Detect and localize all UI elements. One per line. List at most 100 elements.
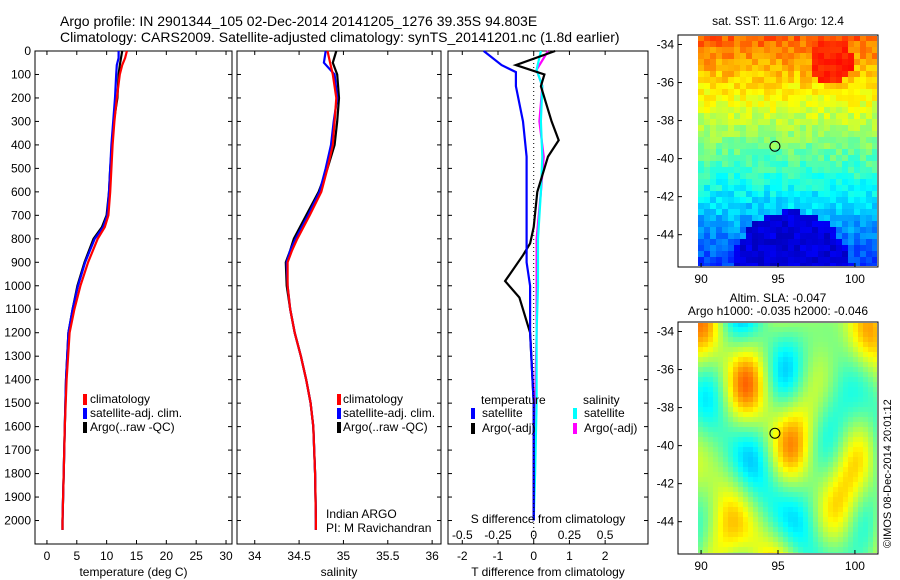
sla_map-xtick-label: 90 — [694, 559, 708, 573]
salinity-xtick-label: 0.5 — [597, 528, 614, 542]
depth-tick-label: 600 — [11, 185, 31, 199]
temperature-frame — [34, 50, 233, 545]
legend-label: climatology — [90, 392, 150, 406]
salinity-frame — [236, 50, 442, 545]
legend-label: satellite — [584, 406, 625, 420]
legend-swatch — [337, 408, 341, 419]
annotation-line: PI: M Ravichandran — [326, 521, 431, 535]
sla_map-xtick-label: 95 — [771, 559, 785, 573]
legend-label: satellite-adj. clim. — [343, 406, 435, 420]
legend-label: satellite — [482, 406, 523, 420]
depth-tick-label: 800 — [11, 232, 31, 246]
depth-tick-label: 0 — [24, 44, 31, 58]
legend-label: Argo(..raw -QC) — [90, 420, 175, 434]
sla_map-xtick-label: 100 — [845, 559, 865, 573]
salinity-xtick-label: 34.5 — [287, 549, 311, 563]
sla-title: Altim. SLA: -0.047 — [730, 291, 827, 305]
sla_map-ytick-label: -34 — [657, 325, 675, 339]
legend-swatch — [337, 394, 341, 405]
sla-subtitle: Argo h1000: -0.035 h2000: -0.046 — [688, 304, 868, 318]
salinity-xlabel: salinity — [321, 565, 358, 579]
depth-tick-label: 900 — [11, 255, 31, 269]
sst_map-ytick-label: -38 — [657, 114, 675, 128]
depth-tick-label: 1300 — [4, 349, 31, 363]
salinity-xtick-label: 0 — [530, 528, 537, 542]
salinity-xtick-label: 35 — [337, 549, 351, 563]
difference-xtick-label: 0 — [530, 549, 537, 563]
depth-tick-label: 2000 — [4, 514, 31, 528]
sla_map-ytick-label: -44 — [657, 515, 675, 529]
sst_map-ytick-label: -40 — [657, 152, 675, 166]
difference-panel: -2 -1 0 1 2 T difference from climatology -0.5… — [447, 49, 649, 579]
temperature-xtick-label: 25 — [190, 549, 204, 563]
legend-swatch — [471, 423, 475, 434]
difference-xtick-label: 2 — [602, 549, 609, 563]
temperature-xtick-label: 5 — [73, 549, 80, 563]
header-line-1: Argo profile: IN 2901344_105 02-Dec-2014… — [60, 13, 538, 29]
legend-label: Argo(..raw -QC) — [343, 420, 428, 434]
legend-label: Argo(-adj) — [584, 421, 637, 435]
depth-tick-label: 1700 — [4, 443, 31, 457]
sla_map-ytick-label: -42 — [657, 477, 675, 491]
legend-label: satellite-adj. clim. — [90, 406, 182, 420]
sla_map-ytick-label: -38 — [657, 401, 675, 415]
legend-title: salinity — [583, 393, 620, 407]
depth-tick-label: 200 — [11, 91, 31, 105]
depth-tick-label: 700 — [11, 208, 31, 222]
depth-tick-label: 1600 — [4, 420, 31, 434]
sst_map-ytick-label: -36 — [657, 76, 675, 90]
sst-title: sat. SST: 11.6 Argo: 12.4 — [712, 14, 844, 28]
annotation-line: Indian ARGO — [326, 507, 397, 521]
temperature-xlabel: temperature (deg C) — [79, 565, 187, 579]
difference-xtick-label: -1 — [493, 549, 504, 563]
temperature-panel: 0 5 10 15 20 25 300100200300400500600700800900… — [4, 44, 233, 579]
sla_map-ytick-label: -36 — [657, 363, 675, 377]
sla_map-panel: 90 95 100 -34 -36 -38 -40 -42 -44 — [657, 321, 879, 573]
depth-tick-label: 1200 — [4, 326, 31, 340]
difference-xlabel: T difference from climatology — [471, 565, 625, 579]
difference-xtick-label: 1 — [566, 549, 573, 563]
difference-xtick-label: -2 — [457, 549, 468, 563]
depth-tick-label: 1400 — [4, 373, 31, 387]
legend-swatch — [573, 408, 577, 419]
legend-swatch — [83, 394, 87, 405]
depth-tick-label: 400 — [11, 138, 31, 152]
salinity-xtick-label: 0.25 — [558, 528, 582, 542]
temperature-xtick-label: 20 — [160, 549, 174, 563]
legend-swatch — [83, 408, 87, 419]
salinity-series-line — [286, 50, 338, 530]
sst_map-xtick-label: 100 — [845, 272, 865, 286]
legend-swatch — [471, 408, 475, 419]
sst_map-ytick-label: -42 — [657, 190, 675, 204]
salinity-xtick-label: 36 — [425, 549, 439, 563]
sst_map-panel: 90 95 100 -34 -36 -38 -40 -42 -44 — [657, 34, 879, 286]
temperature-xtick-label: 0 — [44, 549, 51, 563]
depth-tick-label: 1000 — [4, 279, 31, 293]
legend-swatch — [573, 423, 577, 434]
legend-title: temperature — [481, 393, 546, 407]
depth-tick-label: 1800 — [4, 467, 31, 481]
argo-float-marker — [769, 140, 781, 152]
depth-tick-label: 100 — [11, 67, 31, 81]
imos-credit: ©IMOS 08-Dec-2014 20:01:12 — [882, 399, 894, 548]
difference-frame — [447, 50, 649, 545]
sst_map-ytick-label: -44 — [657, 228, 675, 242]
difference-series-line — [483, 50, 535, 521]
sst_map-ytick-label: -34 — [657, 38, 675, 52]
legend-swatch — [337, 422, 341, 433]
legend-label: climatology — [343, 392, 403, 406]
salinity-xtick-label: 35.5 — [376, 549, 400, 563]
salinity-xtick-label: 34 — [248, 549, 262, 563]
salinity-panel: 34 34.5 35 35.5 36 salinity climatologysatelli… — [236, 50, 442, 579]
temperature-xtick-label: 30 — [219, 549, 233, 563]
temperature-xtick-label: 10 — [100, 549, 114, 563]
header-line-2: Climatology: CARS2009. Satellite-adjuste… — [60, 29, 620, 45]
salinity-xtick-label: -0.5 — [452, 528, 473, 542]
depth-tick-label: 1100 — [5, 302, 31, 316]
legend-label: Argo(-adj) — [482, 421, 535, 435]
legend-swatch — [83, 422, 87, 433]
salinity-xtick-label: -0.25 — [484, 528, 512, 542]
sst_map-xtick-label: 90 — [694, 272, 708, 286]
salinity-xlabel: S difference from climatology — [471, 512, 626, 526]
